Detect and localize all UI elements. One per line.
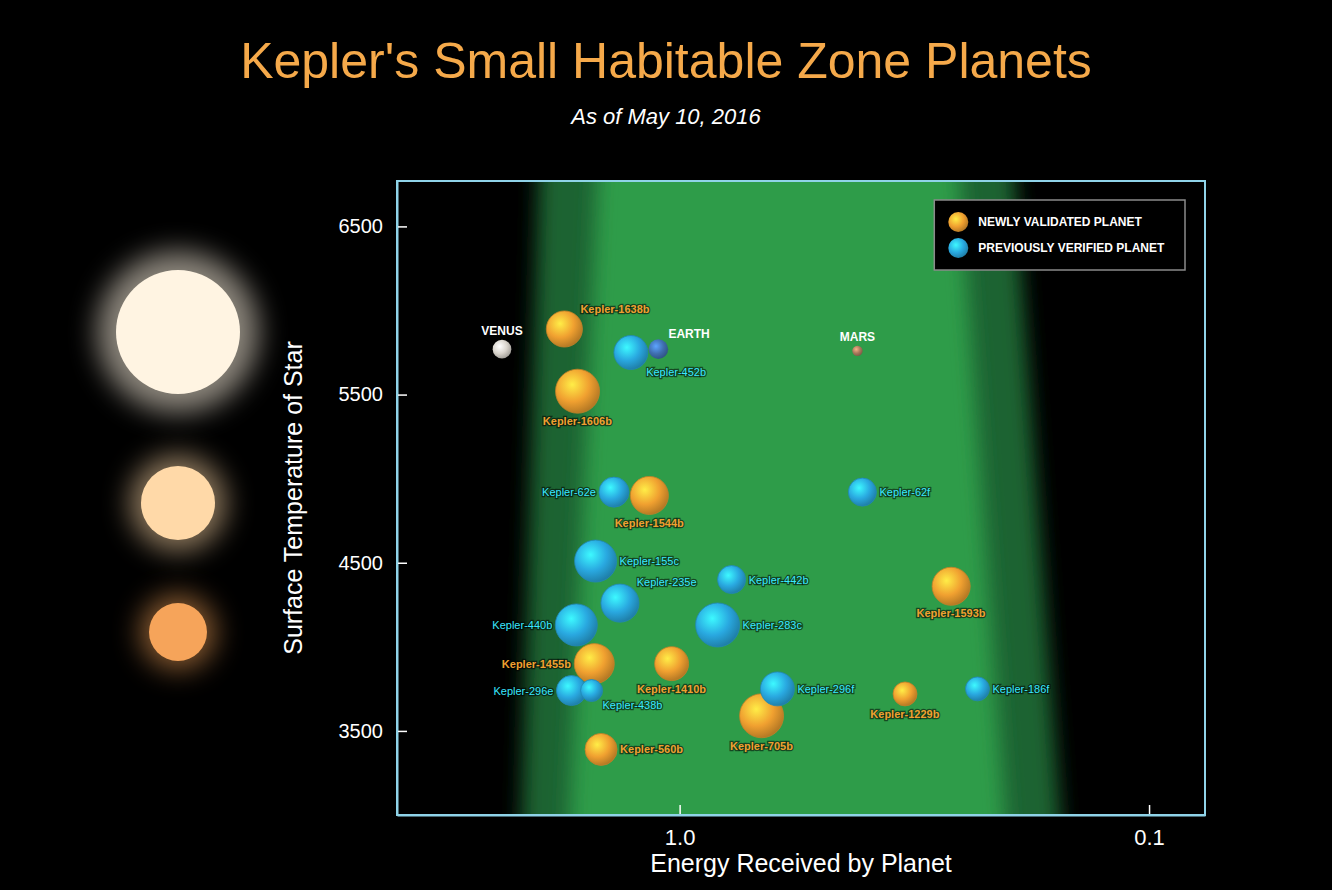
x-axis-title: Energy Received by Planet [650,849,952,877]
star-icons [97,251,258,669]
zone-conservative [567,181,1010,815]
series-1 [555,336,989,706]
star-glow [140,594,215,669]
planet-label: Kepler-235e [637,576,697,588]
planet-bubble [574,644,614,684]
planet-bubble [655,647,689,681]
planet-label: Kepler-186f [992,683,1050,695]
y-tick-mark [397,731,407,733]
planet-bubble [601,584,639,622]
y-tick-label: 4500 [339,552,384,574]
planet-label: Kepler-155c [620,555,680,567]
planet-label: Kepler-1455b [502,658,571,670]
y-tick-mark [397,394,407,396]
planet-label: Kepler-1410b [637,683,706,695]
planet-label: Kepler-296e [493,685,553,697]
subtitle: As of May 10, 2016 [569,104,761,129]
x-tick-mark [1149,805,1151,815]
planet-bubble [630,476,668,514]
y-tick-mark [397,562,407,564]
chart: Kepler's Small Habitable Zone Planets As … [0,0,1332,890]
planet-bubble [893,682,917,706]
y-tick-mark [397,226,407,228]
planet-bubble [965,677,989,701]
planet-label: Kepler-560b [620,743,683,755]
x-axis: 1.0 0.1 [398,805,1206,850]
x-tick-mark [679,805,681,815]
planet-bubble [555,604,597,646]
planet-bubble [581,680,603,702]
planet-label: Kepler-442b [749,574,809,586]
star-glow [97,251,258,412]
planet-bubble [718,566,746,594]
planet-bubble [546,311,582,347]
legend-swatch [948,238,968,258]
zone-optimistic [520,181,1065,815]
planet-bubble [585,733,617,765]
x-tick: 1.0 [665,805,696,850]
planet-bubble [575,540,617,582]
reference-planet [493,340,512,359]
x-tick: 0.1 [1134,805,1165,850]
planet-bubble [760,672,794,706]
planet-label: Kepler-1606b [543,415,612,427]
legend: NEWLY VALIDATED PLANET PREVIOUSLY VERIFIE… [934,200,1185,270]
planet-bubble [932,567,970,605]
labels: VENUS EARTH MARS Kepler-1638b Kepler-1606b Ke… [481,303,1050,755]
planet-label: Kepler-440b [492,619,552,631]
planet-label: Kepler-1593b [916,607,985,619]
reference-planet [852,346,862,356]
background [0,0,1332,890]
habitable-zone [520,181,1065,815]
star-icon [141,466,215,540]
reference-label: EARTH [668,327,709,341]
planet-label: Kepler-1638b [580,303,649,315]
y-axis-title: Surface Temperature of Star [279,341,307,655]
legend-swatch [948,212,968,232]
y-tick-label: 6500 [339,215,384,237]
planet-bubble [599,477,629,507]
series-0 [546,311,970,766]
title: Kepler's Small Habitable Zone Planets [240,33,1092,89]
planet-label: Kepler-62f [879,486,931,498]
x-tick-label: 1.0 [665,825,696,850]
reference-label: VENUS [481,324,522,338]
planet-label: Kepler-438b [603,699,663,711]
legend-label: PREVIOUSLY VERIFIED PLANET [978,241,1165,255]
reference-label: MARS [840,330,875,344]
planet-label: Kepler-62e [542,486,596,498]
planet-bubble [556,369,600,413]
y-tick-label: 5500 [339,383,384,405]
planet-label: Kepler-452b [646,366,706,378]
plot-frame [397,181,1205,815]
reference-planet [649,339,669,359]
x-tick-label: 0.1 [1134,825,1165,850]
planet-bubble [696,603,740,647]
marks [493,311,990,766]
planet-label: Kepler-705b [730,740,793,752]
planet-label: Kepler-296f [797,683,855,695]
planet-label: Kepler-1544b [615,517,684,529]
star-icon [149,603,207,661]
planet-bubble [614,336,648,370]
legend-label: NEWLY VALIDATED PLANET [978,215,1142,229]
star-glow [130,455,226,551]
legend-box [934,200,1185,270]
star-icon [116,270,240,394]
planet-label: Kepler-283c [743,619,803,631]
planet-label: Kepler-1229b [870,708,939,720]
y-tick-label: 3500 [339,720,384,742]
planet-bubble [848,478,876,506]
